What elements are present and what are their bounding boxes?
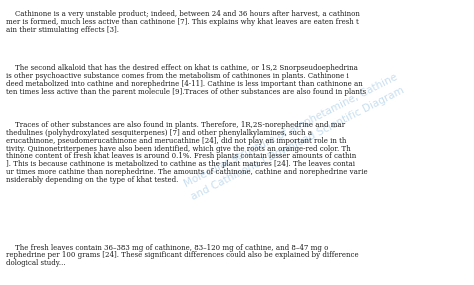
Text: ain their stimulating effects [3].: ain their stimulating effects [3]. <box>6 26 118 34</box>
Text: ur times more cathine than norephedrine. The amounts of cathinone, cathine and n: ur times more cathine than norephedrine.… <box>6 168 367 176</box>
Text: Traces of other substances are also found in plants. Therefore, 1R,2S-norephedri: Traces of other substances are also foun… <box>6 121 345 129</box>
Text: deed metabolized into cathine and norephedrine [4-11]. Cathine is less important: deed metabolized into cathine and noreph… <box>6 80 363 88</box>
Text: nsiderably depending on the type of khat tested.: nsiderably depending on the type of khat… <box>6 176 178 184</box>
Text: The fresh leaves contain 36–383 mg of cathinone, 83–120 mg of cathine, and 8–47 : The fresh leaves contain 36–383 mg of ca… <box>6 244 328 252</box>
Text: erucathinone, pseudomerucathinone and merucathine [24], did not play an importan: erucathinone, pseudomerucathinone and me… <box>6 137 346 145</box>
Text: is other psychoactive substance comes from the metabolism of cathinones in plant: is other psychoactive substance comes fr… <box>6 72 348 80</box>
Text: rephedrine per 100 grams [24]. These significant differences could also be expla: rephedrine per 100 grams [24]. These sig… <box>6 251 358 259</box>
Text: tivity. Quinonetriterpenes have also been identified, which give the roots an or: tivity. Quinonetriterpenes have also bee… <box>6 144 350 152</box>
Text: ten times less active than the parent molecule [9].Traces of other substances ar: ten times less active than the parent mo… <box>6 87 366 95</box>
Text: The second alkaloid that has the desired effect on khat is cathine, or 1S,2 Snor: The second alkaloid that has the desired… <box>6 64 357 72</box>
Text: thinone content of fresh khat leaves is around 0.1%. Fresh plants contain lesser: thinone content of fresh khat leaves is … <box>6 152 356 160</box>
Text: thedulines (polyhydroxylated sesquiterpenes) [7] and other phenylalkylamines, su: thedulines (polyhydroxylated sesquiterpe… <box>6 129 312 137</box>
Text: ]. This is because cathinone is metabolized to cathine as the plant matures [24]: ]. This is because cathinone is metaboli… <box>6 160 355 168</box>
Text: dological study...: dological study... <box>6 259 65 267</box>
Text: Molecular structure of amphetamine, Cathine
and Cathinone | Download Scientific : Molecular structure of amphetamine, Cath… <box>182 72 406 202</box>
Text: Cathinone is a very unstable product; indeed, between 24 and 36 hours after harv: Cathinone is a very unstable product; in… <box>6 10 360 18</box>
Text: mer is formed, much less active than cathinone [7]. This explains why khat leave: mer is formed, much less active than cat… <box>6 18 358 26</box>
